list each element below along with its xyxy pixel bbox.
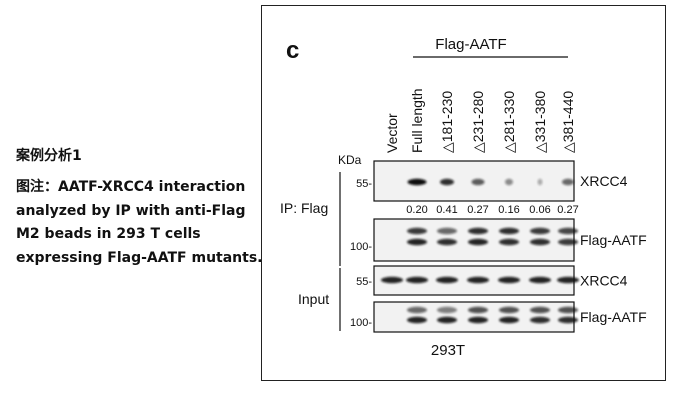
lane-label: △231-280 xyxy=(470,91,486,153)
quant-value: 0.06 xyxy=(529,204,550,216)
quant-value: 0.41 xyxy=(436,204,457,216)
blot-band xyxy=(437,316,457,324)
blot-band xyxy=(381,276,403,284)
blot-strip: 55- XRCC4 xyxy=(356,160,628,202)
blot-band xyxy=(558,238,578,246)
blot-band xyxy=(407,227,427,235)
blot-band xyxy=(499,316,519,324)
lane-labels: Vector Full length △181-230 △231-280 △281-33… xyxy=(384,88,576,153)
blot-band xyxy=(529,276,551,284)
quant-value: 0.27 xyxy=(467,204,488,216)
blot-band xyxy=(499,306,519,314)
figure-caption: 案例分析1 图注：AATF-XRCC4 interaction analyzed… xyxy=(16,146,268,270)
blot-band xyxy=(437,227,457,235)
quantification-values: 0.20 0.41 0.27 0.16 0.06 0.27 xyxy=(406,204,578,216)
caption-text: 图注：AATF-XRCC4 interaction analyzed by IP… xyxy=(16,179,263,266)
blot-band xyxy=(530,227,550,235)
blot-band xyxy=(468,227,488,235)
lane-label: △331-380 xyxy=(532,91,548,153)
blot-band xyxy=(437,306,457,314)
blot-band xyxy=(499,227,519,235)
blot-band xyxy=(440,178,454,186)
blot-band xyxy=(499,238,519,246)
input-label: Input xyxy=(298,291,329,307)
blot-band xyxy=(468,316,488,324)
blot-band xyxy=(558,316,578,324)
blot-band xyxy=(407,238,427,246)
blot-band xyxy=(530,306,550,314)
blot-label: Flag-AATF xyxy=(580,232,647,248)
quant-value: 0.16 xyxy=(498,204,519,216)
mw-marker: 100- xyxy=(350,241,372,253)
blot-band xyxy=(468,306,488,314)
blot-band xyxy=(505,178,513,186)
blot-panel: c Flag-AATF Vector Full length △181-230 △23… xyxy=(280,36,647,359)
lane-label: △281-330 xyxy=(501,91,517,153)
mw-marker: 100- xyxy=(350,317,372,329)
lane-label: Full length xyxy=(409,88,425,153)
blot-band xyxy=(436,276,458,284)
group-label: Flag-AATF xyxy=(435,36,506,53)
mw-marker: 55- xyxy=(356,276,372,288)
blot-band xyxy=(468,238,488,246)
blot-band xyxy=(530,316,550,324)
kda-label: KDa xyxy=(338,153,362,167)
blot-band xyxy=(467,276,489,284)
case-title: 案例分析1 xyxy=(16,148,82,164)
panel-label: c xyxy=(286,37,299,64)
blot-strip: 100- Flag-AATF xyxy=(350,218,647,262)
blot-strip: 100- Flag-AATF xyxy=(350,301,647,333)
blot-band xyxy=(407,316,427,324)
blot-band xyxy=(562,178,574,186)
blot-band xyxy=(530,238,550,246)
blot-label: XRCC4 xyxy=(580,273,628,289)
quant-value: 0.27 xyxy=(557,204,578,216)
lane-label: △181-230 xyxy=(439,91,455,153)
blot-band xyxy=(558,227,578,235)
blot-band xyxy=(407,178,427,186)
blot-band xyxy=(537,178,543,186)
blot-label: XRCC4 xyxy=(580,173,628,189)
blot-strip: 55- XRCC4 xyxy=(356,265,628,296)
blot-membrane xyxy=(373,301,575,333)
blot-band xyxy=(558,306,578,314)
blot-band xyxy=(407,306,427,314)
blot-band xyxy=(498,276,520,284)
blot-band xyxy=(437,238,457,246)
blot-strips: 55- XRCC4 100- Flag-AATF 55- XRCC4 100- Flag-AA… xyxy=(350,160,647,333)
mw-marker: 55- xyxy=(356,178,372,190)
blot-label: Flag-AATF xyxy=(580,309,647,325)
lane-label: Vector xyxy=(384,113,400,153)
blot-band xyxy=(471,178,485,186)
blot-band xyxy=(406,276,428,284)
ip-label: IP: Flag xyxy=(280,200,328,216)
quant-value: 0.20 xyxy=(406,204,427,216)
cell-line-label: 293T xyxy=(431,342,465,359)
lane-label: △381-440 xyxy=(560,91,576,153)
western-blot-figure: c Flag-AATF Vector Full length △181-230 △23… xyxy=(261,5,666,381)
blot-band xyxy=(557,276,579,284)
